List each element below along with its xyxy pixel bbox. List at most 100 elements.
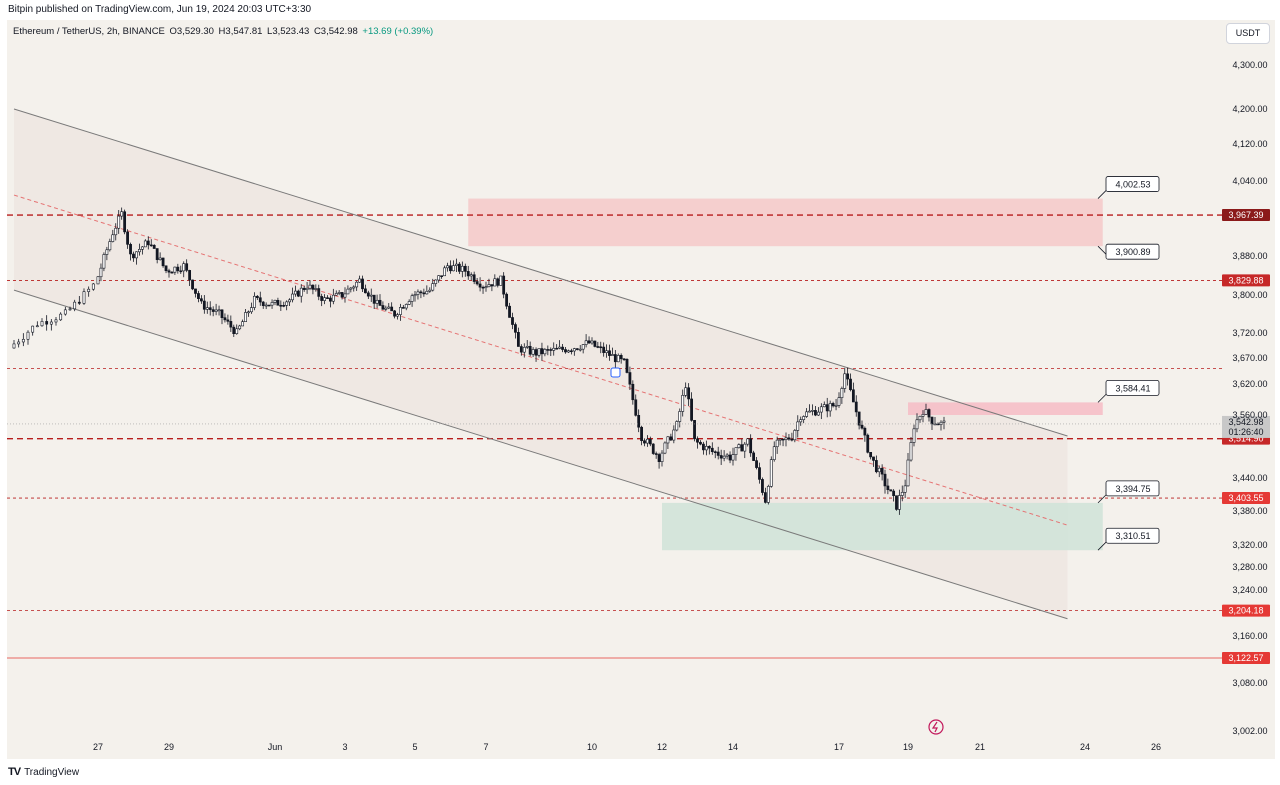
- candle-body: [143, 240, 147, 248]
- candle-body: [793, 430, 797, 441]
- x-tick-label: 10: [587, 742, 597, 752]
- candle-body: [390, 306, 394, 312]
- candle-body: [381, 305, 385, 310]
- candle-body: [164, 265, 168, 272]
- level-label-box: [1222, 274, 1270, 287]
- candle-body: [799, 419, 803, 423]
- level-label: 3,829.88: [1228, 275, 1263, 285]
- candle-body: [707, 445, 711, 449]
- candle-body: [21, 338, 25, 343]
- candle-body: [82, 291, 86, 304]
- candle-body: [437, 275, 441, 281]
- candle-body: [413, 294, 417, 297]
- candle-body: [872, 456, 875, 461]
- candle-body: [772, 446, 776, 460]
- candle-body: [337, 292, 341, 294]
- candle-body: [537, 348, 541, 356]
- level-label: 3,204.18: [1228, 606, 1263, 616]
- candle-body: [643, 440, 646, 444]
- candle-body: [384, 307, 388, 310]
- candle-body: [223, 317, 227, 321]
- candle-body: [170, 271, 174, 274]
- candle-body: [45, 321, 49, 325]
- channel-fill: [14, 109, 1068, 619]
- candle-body: [558, 346, 562, 349]
- y-tick-label: 3,880.00: [1232, 251, 1267, 261]
- candle-body: [846, 373, 850, 380]
- candle-body: [511, 317, 514, 325]
- candle-body: [625, 358, 629, 373]
- candle-body: [669, 436, 673, 441]
- candle-body: [182, 263, 186, 272]
- candle-body: [176, 266, 180, 272]
- currency-button[interactable]: USDT: [1226, 23, 1270, 44]
- candle-body: [866, 434, 870, 453]
- candle-body: [790, 438, 794, 441]
- candle-body: [434, 279, 438, 284]
- resistance-zone: [468, 198, 1103, 247]
- candle-body: [140, 246, 144, 250]
- candle-body: [208, 307, 212, 310]
- candle-body: [637, 415, 641, 428]
- candle-body: [514, 324, 517, 333]
- event-marker-icon: [610, 367, 621, 378]
- candle-body: [152, 244, 156, 249]
- candle-body: [508, 305, 511, 318]
- candle-body: [114, 227, 118, 236]
- candle-body: [628, 372, 632, 385]
- candle-body: [264, 304, 268, 307]
- candle-body: [355, 281, 359, 288]
- y-tick-label: 4,200.00: [1232, 104, 1267, 114]
- candle-body: [329, 297, 332, 302]
- candle-body: [296, 290, 300, 297]
- candle-body: [443, 267, 446, 277]
- candle-body: [378, 299, 382, 306]
- candle-body: [892, 490, 896, 496]
- candle-body: [478, 283, 482, 288]
- candle-body: [455, 263, 458, 266]
- candle-body: [596, 346, 600, 348]
- lightning-bolt-icon: [931, 721, 938, 733]
- candle-body: [167, 270, 171, 273]
- candle-body: [220, 309, 224, 318]
- candle-body: [828, 403, 832, 412]
- candle-body: [59, 313, 63, 321]
- candle-body: [883, 473, 887, 487]
- candle-body: [746, 438, 750, 445]
- candle-body: [331, 294, 335, 302]
- candle-body: [273, 299, 277, 303]
- x-tick-label: 5: [412, 742, 417, 752]
- candle-body: [722, 455, 726, 459]
- candle-body: [334, 293, 338, 296]
- candle-body: [255, 295, 259, 299]
- published-line: Bitpin published on TradingView.com, Jun…: [8, 4, 312, 15]
- candle-body: [487, 284, 491, 288]
- candle-body: [737, 444, 741, 448]
- level-label: 3,514.90: [1228, 434, 1263, 444]
- candle-body: [366, 292, 370, 297]
- level-label-box: [1222, 209, 1270, 222]
- candle-body: [105, 249, 109, 255]
- candle-body: [734, 447, 738, 455]
- candle-body: [837, 397, 841, 406]
- candle-body: [472, 274, 476, 282]
- candle-body: [194, 288, 197, 294]
- candle-body: [778, 438, 782, 441]
- candle-body: [863, 427, 867, 436]
- x-tick-label: Jun: [268, 742, 283, 752]
- candle-body: [305, 287, 309, 290]
- candle-body: [784, 437, 788, 440]
- candle-body: [819, 406, 823, 413]
- symbol-name[interactable]: Ethereum / TetherUS, 2h, BINANCE: [13, 26, 165, 37]
- candle-body: [226, 319, 230, 322]
- candle-body: [552, 347, 556, 351]
- candle-body: [924, 409, 928, 415]
- candle-body: [214, 309, 218, 312]
- candle-body: [684, 387, 688, 396]
- open-value: O3,529.30: [169, 26, 214, 37]
- candle-body: [716, 451, 720, 456]
- tradingview-logo-icon: TV: [8, 766, 21, 778]
- candle-body: [713, 451, 717, 454]
- y-tick-label: 3,002.00: [1232, 726, 1267, 736]
- level-label: 3,967.39: [1228, 210, 1263, 220]
